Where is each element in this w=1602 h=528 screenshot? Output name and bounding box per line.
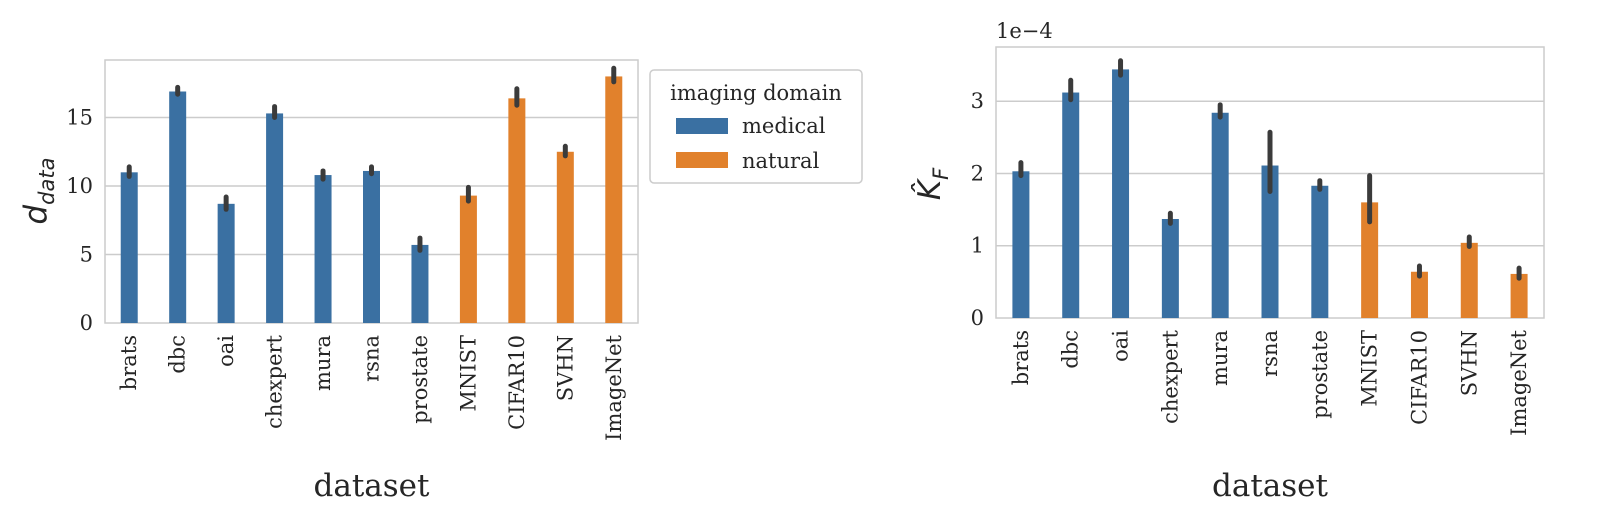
x-tick-label: mura <box>311 335 335 391</box>
x-tick-label: mura <box>1208 330 1232 386</box>
x-tick-label: SVHN <box>1457 330 1481 396</box>
y-axis-offset-text: 1e−4 <box>996 19 1053 43</box>
x-tick-labels: brats dbc oai chexpert mura rsna prostate MNIST… <box>117 334 626 440</box>
bar-medical-dbc <box>169 91 187 323</box>
error-bars <box>1018 58 1522 281</box>
y-tick-label: 5 <box>80 243 93 267</box>
legend-label-natural: natural <box>742 149 820 173</box>
x-tick-label: oai <box>1109 330 1133 362</box>
y-tick-label: 15 <box>66 106 93 130</box>
y-tick-label: 3 <box>971 89 984 113</box>
y-axis-label-sub: data <box>35 158 59 205</box>
legend-swatch-natural <box>676 152 728 168</box>
x-tick-label: MNIST <box>456 335 480 412</box>
bar-medical-chexpert <box>1161 218 1179 318</box>
bar-natural-SVHN <box>1460 242 1478 318</box>
bars <box>1012 69 1528 318</box>
x-tick-label: MNIST <box>1358 330 1382 407</box>
bar-medical-oai <box>217 203 235 323</box>
x-tick-labels: brats dbc oai chexpert mura rsna prostate MNIST… <box>1009 329 1531 435</box>
error-bars <box>126 65 617 253</box>
y-tick-label: 2 <box>971 161 984 185</box>
bar-natural-ImageNet <box>605 76 623 323</box>
x-tick-label: dbc <box>1059 330 1083 369</box>
bar-medical-rsna <box>363 170 380 323</box>
x-axis-label: dataset <box>314 468 431 504</box>
legend-label-medical: medical <box>742 114 826 138</box>
x-tick-label: ImageNet <box>602 334 626 440</box>
x-tick-label: oai <box>214 335 238 367</box>
bar-natural-CIFAR10 <box>1410 271 1428 318</box>
y-tick-label: 0 <box>80 311 93 335</box>
y-tick-label: 0 <box>971 306 984 330</box>
bar-medical-prostate <box>411 244 429 323</box>
bar-medical-rsna <box>1261 165 1279 318</box>
bar-medical-oai <box>1112 69 1130 318</box>
bar-natural-ImageNet <box>1510 273 1528 318</box>
bar-medical-mura <box>314 175 332 323</box>
bar-natural-MNIST <box>1361 202 1379 318</box>
y-axis-label-sub: F <box>929 167 953 180</box>
y-tick-labels: 0 5 10 15 <box>66 106 93 335</box>
bar-medical-dbc <box>1062 92 1080 318</box>
x-tick-label: rsna <box>1258 330 1282 377</box>
x-tick-label: chexpert <box>263 334 287 428</box>
x-tick-label: ImageNet <box>1507 329 1531 435</box>
y-axis-label-main: d <box>18 205 54 225</box>
bar-medical-mura <box>1211 112 1229 318</box>
bar-natural-CIFAR10 <box>508 98 526 324</box>
y-axis-label: K̂F <box>911 167 953 200</box>
bar-natural-MNIST <box>459 195 477 323</box>
x-axis-label: dataset <box>1212 468 1329 504</box>
x-tick-label: dbc <box>166 335 190 374</box>
bar-medical-brats <box>1012 171 1030 318</box>
y-tick-label: 10 <box>66 174 93 198</box>
y-tick-label: 1 <box>971 234 984 258</box>
chart-kf: 0 1 2 3 brats dbc oai chexpert mura rsna prostate… <box>911 19 1545 504</box>
bars <box>120 76 623 324</box>
y-axis-label-main: K̂ <box>911 177 948 200</box>
bar-natural-SVHN <box>556 151 574 323</box>
x-tick-label: brats <box>117 335 141 390</box>
x-tick-label: brats <box>1009 330 1033 385</box>
x-tick-label: rsna <box>360 335 384 382</box>
legend-swatch-medical <box>676 118 728 134</box>
x-tick-label: chexpert <box>1158 329 1182 423</box>
legend-title: imaging domain <box>670 81 842 105</box>
y-axis-label: ddata <box>18 158 59 225</box>
x-tick-label: prostate <box>408 335 432 424</box>
x-tick-label: prostate <box>1308 330 1332 419</box>
bar-medical-prostate <box>1311 185 1329 318</box>
bar-medical-brats <box>120 172 138 323</box>
chart-ddata: 0 5 10 15 brats dbc oai chexpert mura rsna prosta… <box>18 59 863 504</box>
x-tick-label: CIFAR10 <box>505 335 529 430</box>
x-tick-label: CIFAR10 <box>1407 330 1431 425</box>
bar-medical-chexpert <box>266 113 284 323</box>
legend: imaging domain medical natural <box>649 69 863 184</box>
x-tick-label: SVHN <box>553 335 577 401</box>
y-tick-labels: 0 1 2 3 <box>971 89 984 330</box>
